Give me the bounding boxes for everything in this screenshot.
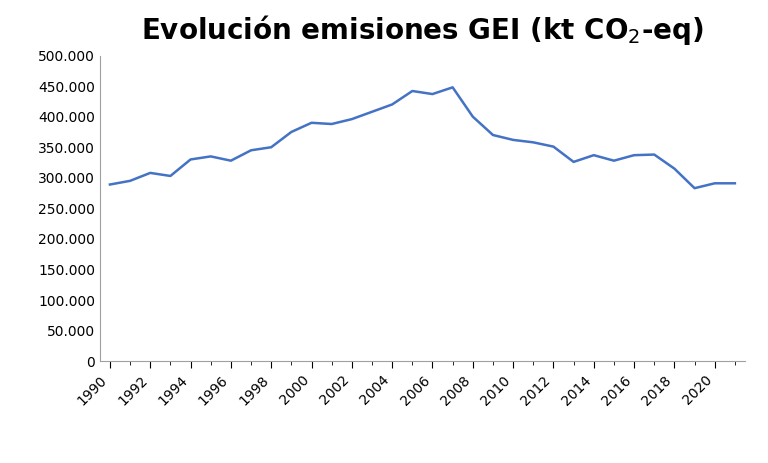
Title: Evolución emisiones GEI (kt CO$_2$-eq): Evolución emisiones GEI (kt CO$_2$-eq): [141, 13, 703, 47]
